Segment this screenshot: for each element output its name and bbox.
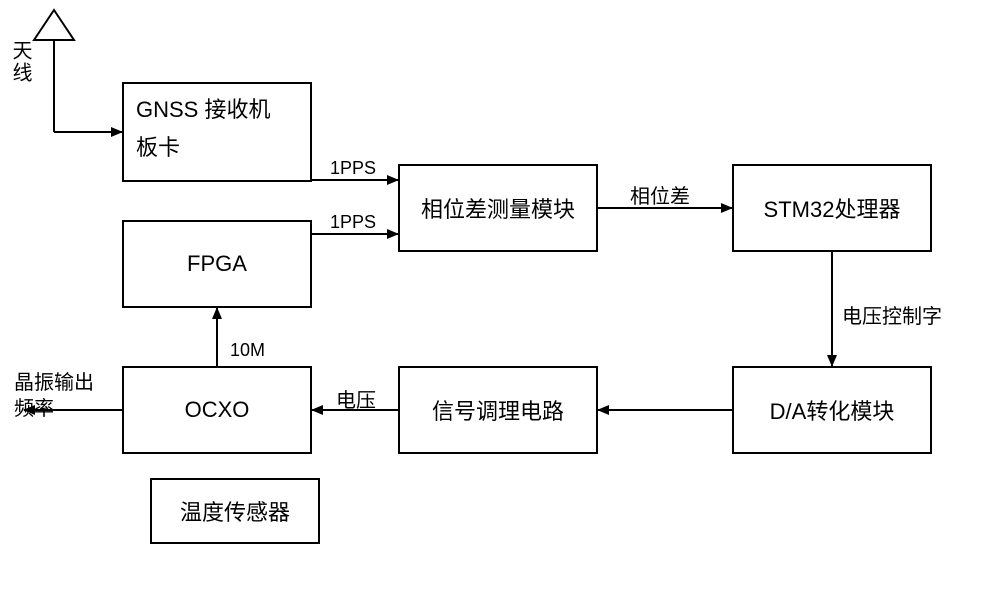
fpga-label: FPGA [187,251,247,277]
antenna-label: 天线 [6,40,35,84]
signal-cond-label: 信号调理电路 [432,394,564,426]
stm32-box: STM32处理器 [732,164,932,252]
ten-m-label: 10M [230,340,265,361]
fpga-box: FPGA [122,220,312,308]
da-label: D/A转化模块 [770,394,895,426]
signal-cond-box: 信号调理电路 [398,366,598,454]
gnss-receiver-box: GNSS 接收机 板卡 [122,82,312,182]
phasediff-label: 相位差 [630,180,690,209]
gnss-line2: 板卡 [136,130,180,162]
antenna-icon [34,10,122,132]
gnss-line1: GNSS 接收机 [136,92,270,124]
pps1-label: 1PPS [330,158,376,179]
pps2-label: 1PPS [330,212,376,233]
da-box: D/A转化模块 [732,366,932,454]
phase-diff-box: 相位差测量模块 [398,164,598,252]
voltage-label: 电压 [336,384,376,413]
temp-sensor-label: 温度传感器 [180,495,290,527]
voltage-control-word-label: 电压控制字 [842,300,942,329]
osc-output-freq-label: 晶振输出 频率 [14,370,94,422]
temp-sensor-box: 温度传感器 [150,478,320,544]
phase-diff-label: 相位差测量模块 [421,192,575,224]
stm32-label: STM32处理器 [764,192,901,224]
ocxo-label: OCXO [185,397,250,423]
ocxo-box: OCXO [122,366,312,454]
